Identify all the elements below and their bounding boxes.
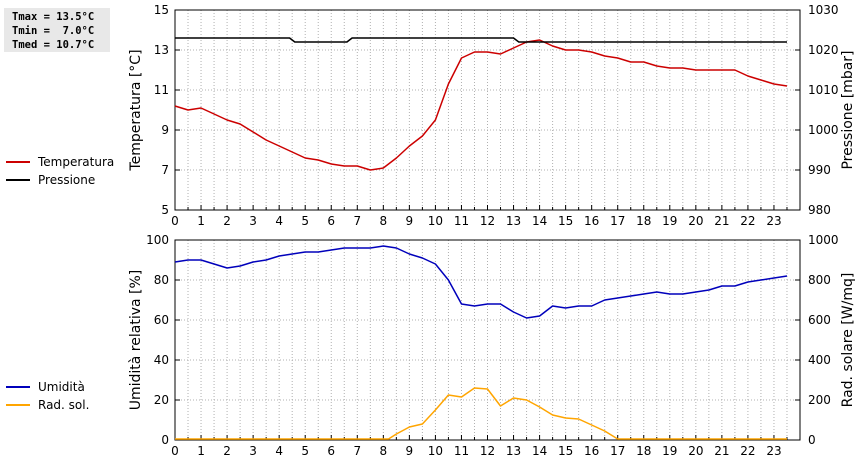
- x-tick-label: 16: [584, 214, 599, 228]
- grid: [175, 240, 800, 440]
- y-right-axis-title: Rad. solare [W/mq]: [840, 273, 856, 408]
- x-tick-label: 15: [558, 444, 573, 458]
- x-tick-label: 2: [223, 444, 231, 458]
- y-right-tick-label: 1010: [808, 83, 839, 97]
- legend-label: Pressione: [38, 173, 95, 187]
- x-tick-label: 17: [610, 444, 625, 458]
- series-line-umidit: [174, 245, 788, 319]
- x-tick-label: 3: [249, 444, 257, 458]
- x-tick-label: 18: [636, 214, 651, 228]
- x-tick-label: 2: [223, 214, 231, 228]
- y-tick-label: 9: [161, 123, 169, 137]
- y-tick-label: 5: [161, 203, 169, 217]
- x-tick-label: 8: [380, 444, 388, 458]
- stats-box: Tmax = 13.5°C Tmin = 7.0°C Tmed = 10.7°C: [4, 8, 110, 52]
- y-tick-label: 20: [154, 393, 169, 407]
- y-tick-label: 11: [154, 83, 169, 97]
- x-tick-label: 4: [275, 214, 283, 228]
- x-tick-label: 0: [171, 444, 179, 458]
- x-tick-label: 20: [688, 444, 703, 458]
- x-tick-label: 5: [301, 444, 309, 458]
- y-right-tick-label: 1000: [808, 233, 839, 247]
- x-tick-label: 9: [406, 444, 414, 458]
- y-tick-label: 7: [161, 163, 169, 177]
- x-tick-label: 16: [584, 444, 599, 458]
- y-tick-label: 80: [154, 273, 169, 287]
- x-tick-label: 23: [766, 444, 781, 458]
- series-line-pressione: [175, 37, 787, 43]
- x-tick-label: 13: [506, 444, 521, 458]
- y-right-tick-label: 980: [808, 203, 831, 217]
- y-right-tick-label: 0: [808, 433, 816, 447]
- x-tick-label: 18: [636, 444, 651, 458]
- y-axis-title: Umidità relativa [%]: [128, 270, 144, 411]
- x-tick-label: 17: [610, 214, 625, 228]
- series-line-temperatura: [174, 39, 788, 171]
- y-right-axis-title: Pressione [mbar]: [840, 50, 856, 169]
- y-right-tick-label: 1000: [808, 123, 839, 137]
- x-tick-label: 11: [454, 214, 469, 228]
- y-right-tick-label: 600: [808, 313, 831, 327]
- stat-tmed: Tmed = 10.7°C: [12, 39, 95, 51]
- legend-label: Umidità: [38, 380, 85, 394]
- y-tick-label: 0: [161, 433, 169, 447]
- y-right-tick-label: 1030: [808, 3, 839, 17]
- series-line-rad-sol: [175, 387, 787, 440]
- x-tick-label: 19: [662, 444, 677, 458]
- x-tick-label: 14: [532, 214, 547, 228]
- y-tick-label: 100: [146, 233, 169, 247]
- y-right-tick-label: 800: [808, 273, 831, 287]
- y-tick-label: 13: [154, 43, 169, 57]
- x-tick-label: 12: [480, 444, 495, 458]
- x-tick-label: 1: [197, 214, 205, 228]
- chart-panel-1: 0 1 2 3 4 5 6 7 8 9 10 11 12 13 14 15 16 17 18 19 20 21 22 2357…: [6, 3, 856, 228]
- x-tick-label: 8: [380, 214, 388, 228]
- x-tick-label: 11: [454, 444, 469, 458]
- y-right-tick-label: 1020: [808, 43, 839, 57]
- legend-label: Rad. sol.: [38, 398, 89, 412]
- y-tick-label: 40: [154, 353, 169, 367]
- x-tick-label: 19: [662, 214, 677, 228]
- stat-tmin: Tmin = 7.0°C: [12, 25, 95, 37]
- x-tick-label: 1: [197, 444, 205, 458]
- x-tick-label: 0: [171, 214, 179, 228]
- x-tick-label: 4: [275, 444, 283, 458]
- x-tick-label: 20: [688, 214, 703, 228]
- stat-tmax: Tmax = 13.5°C: [12, 11, 95, 23]
- x-tick-label: 12: [480, 214, 495, 228]
- y-tick-label: 60: [154, 313, 169, 327]
- chart-panel-2: 0 1 2 3 4 5 6 7 8 9 10 11 12 13 14 15 16 17 18 19 20 21 22 2302…: [6, 233, 856, 458]
- x-tick-label: 6: [327, 444, 335, 458]
- x-tick-label: 10: [428, 444, 443, 458]
- x-tick-label: 14: [532, 444, 547, 458]
- y-right-tick-label: 990: [808, 163, 831, 177]
- x-tick-label: 10: [428, 214, 443, 228]
- x-tick-label: 21: [714, 214, 729, 228]
- x-tick-label: 23: [766, 214, 781, 228]
- y-right-tick-label: 400: [808, 353, 831, 367]
- x-tick-label: 22: [740, 444, 755, 458]
- x-tick-label: 7: [353, 444, 361, 458]
- x-tick-label: 5: [301, 214, 309, 228]
- x-tick-label: 9: [406, 214, 414, 228]
- grid: [175, 10, 800, 210]
- x-tick-label: 15: [558, 214, 573, 228]
- x-tick-label: 3: [249, 214, 257, 228]
- x-tick-label: 22: [740, 214, 755, 228]
- x-tick-label: 13: [506, 214, 521, 228]
- y-right-tick-label: 200: [808, 393, 831, 407]
- legend-label: Temperatura: [37, 155, 114, 169]
- x-tick-label: 6: [327, 214, 335, 228]
- y-axis-title: Temperatura [°C]: [128, 49, 144, 171]
- y-tick-label: 15: [154, 3, 169, 17]
- x-tick-label: 7: [353, 214, 361, 228]
- x-tick-label: 21: [714, 444, 729, 458]
